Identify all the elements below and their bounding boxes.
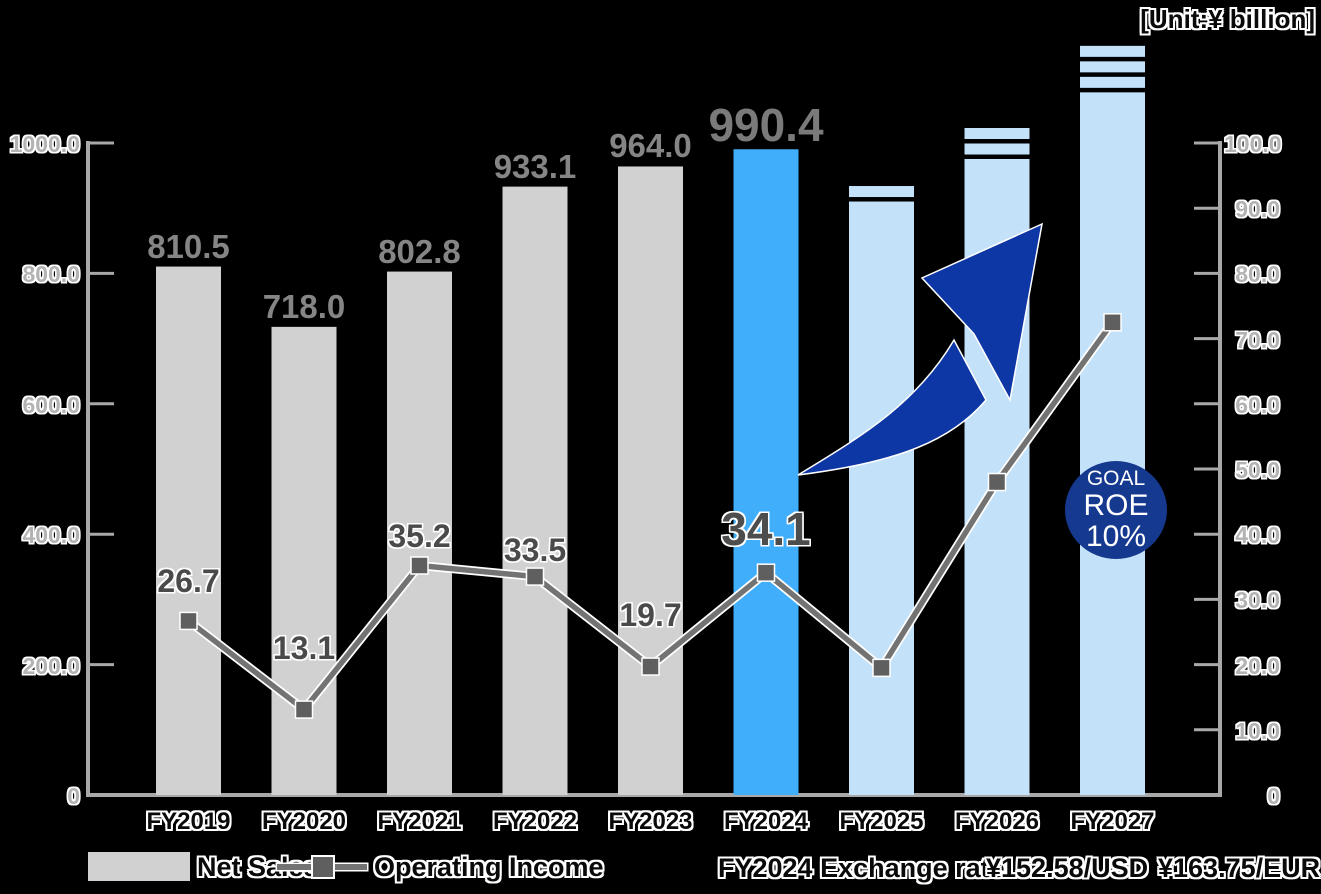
line-series xyxy=(179,313,1122,719)
bar-FY2026-cap xyxy=(964,143,1030,155)
bar-FY2019 xyxy=(156,266,221,796)
marker-FY2026 xyxy=(987,472,1007,492)
marker-FY2024 xyxy=(756,563,776,582)
operating-income-legend-marker-icon xyxy=(311,855,335,879)
growth-arrow-icon xyxy=(797,222,1043,476)
bar-FY2027-cap xyxy=(1080,61,1145,73)
marker-FY2025 xyxy=(872,658,891,678)
unit-label: [Unit:¥ billion] xyxy=(1140,4,1315,34)
marker-FY2021 xyxy=(410,556,429,575)
bar-FY2025-cap xyxy=(849,186,914,198)
growth-arrow-head xyxy=(920,222,1043,403)
bar-FY2025 xyxy=(849,201,914,796)
marker-FY2022 xyxy=(525,567,545,586)
goal-badge-line3: 10% xyxy=(1085,520,1147,553)
marker-FY2020 xyxy=(294,700,314,719)
net-sales-legend-swatch xyxy=(88,852,190,881)
operating-income-legend-label: Operating Income xyxy=(374,852,604,882)
bar-FY2024 xyxy=(733,149,799,795)
bar-FY2027 xyxy=(1080,92,1145,796)
eur-rate-value: ¥163.75/EUR xyxy=(1158,853,1321,883)
bar-FY2022 xyxy=(502,186,568,796)
usd-rate-value: ¥152.58/USD xyxy=(986,853,1149,883)
exchange-rate-label: FY2024 Exchange rate xyxy=(718,853,1005,883)
bar-FY2020 xyxy=(271,326,337,795)
bar-FY2027-cap xyxy=(1080,76,1145,88)
goal-badge-line2: ROE xyxy=(1083,489,1149,522)
bar-series xyxy=(156,45,1145,796)
bar-FY2027-cap xyxy=(1080,45,1145,57)
marker-FY2023 xyxy=(641,657,660,676)
goal-roe-badge: GOAL ROE 10% xyxy=(1065,461,1167,559)
growth-arrow-body xyxy=(797,338,987,476)
goal-badge-line1: GOAL xyxy=(1086,467,1146,490)
bar-FY2026-cap xyxy=(964,128,1030,140)
bar-FY2023 xyxy=(618,166,683,796)
bar-FY2021 xyxy=(387,271,452,795)
marker-FY2027 xyxy=(1103,313,1122,332)
marker-FY2019 xyxy=(179,611,198,631)
